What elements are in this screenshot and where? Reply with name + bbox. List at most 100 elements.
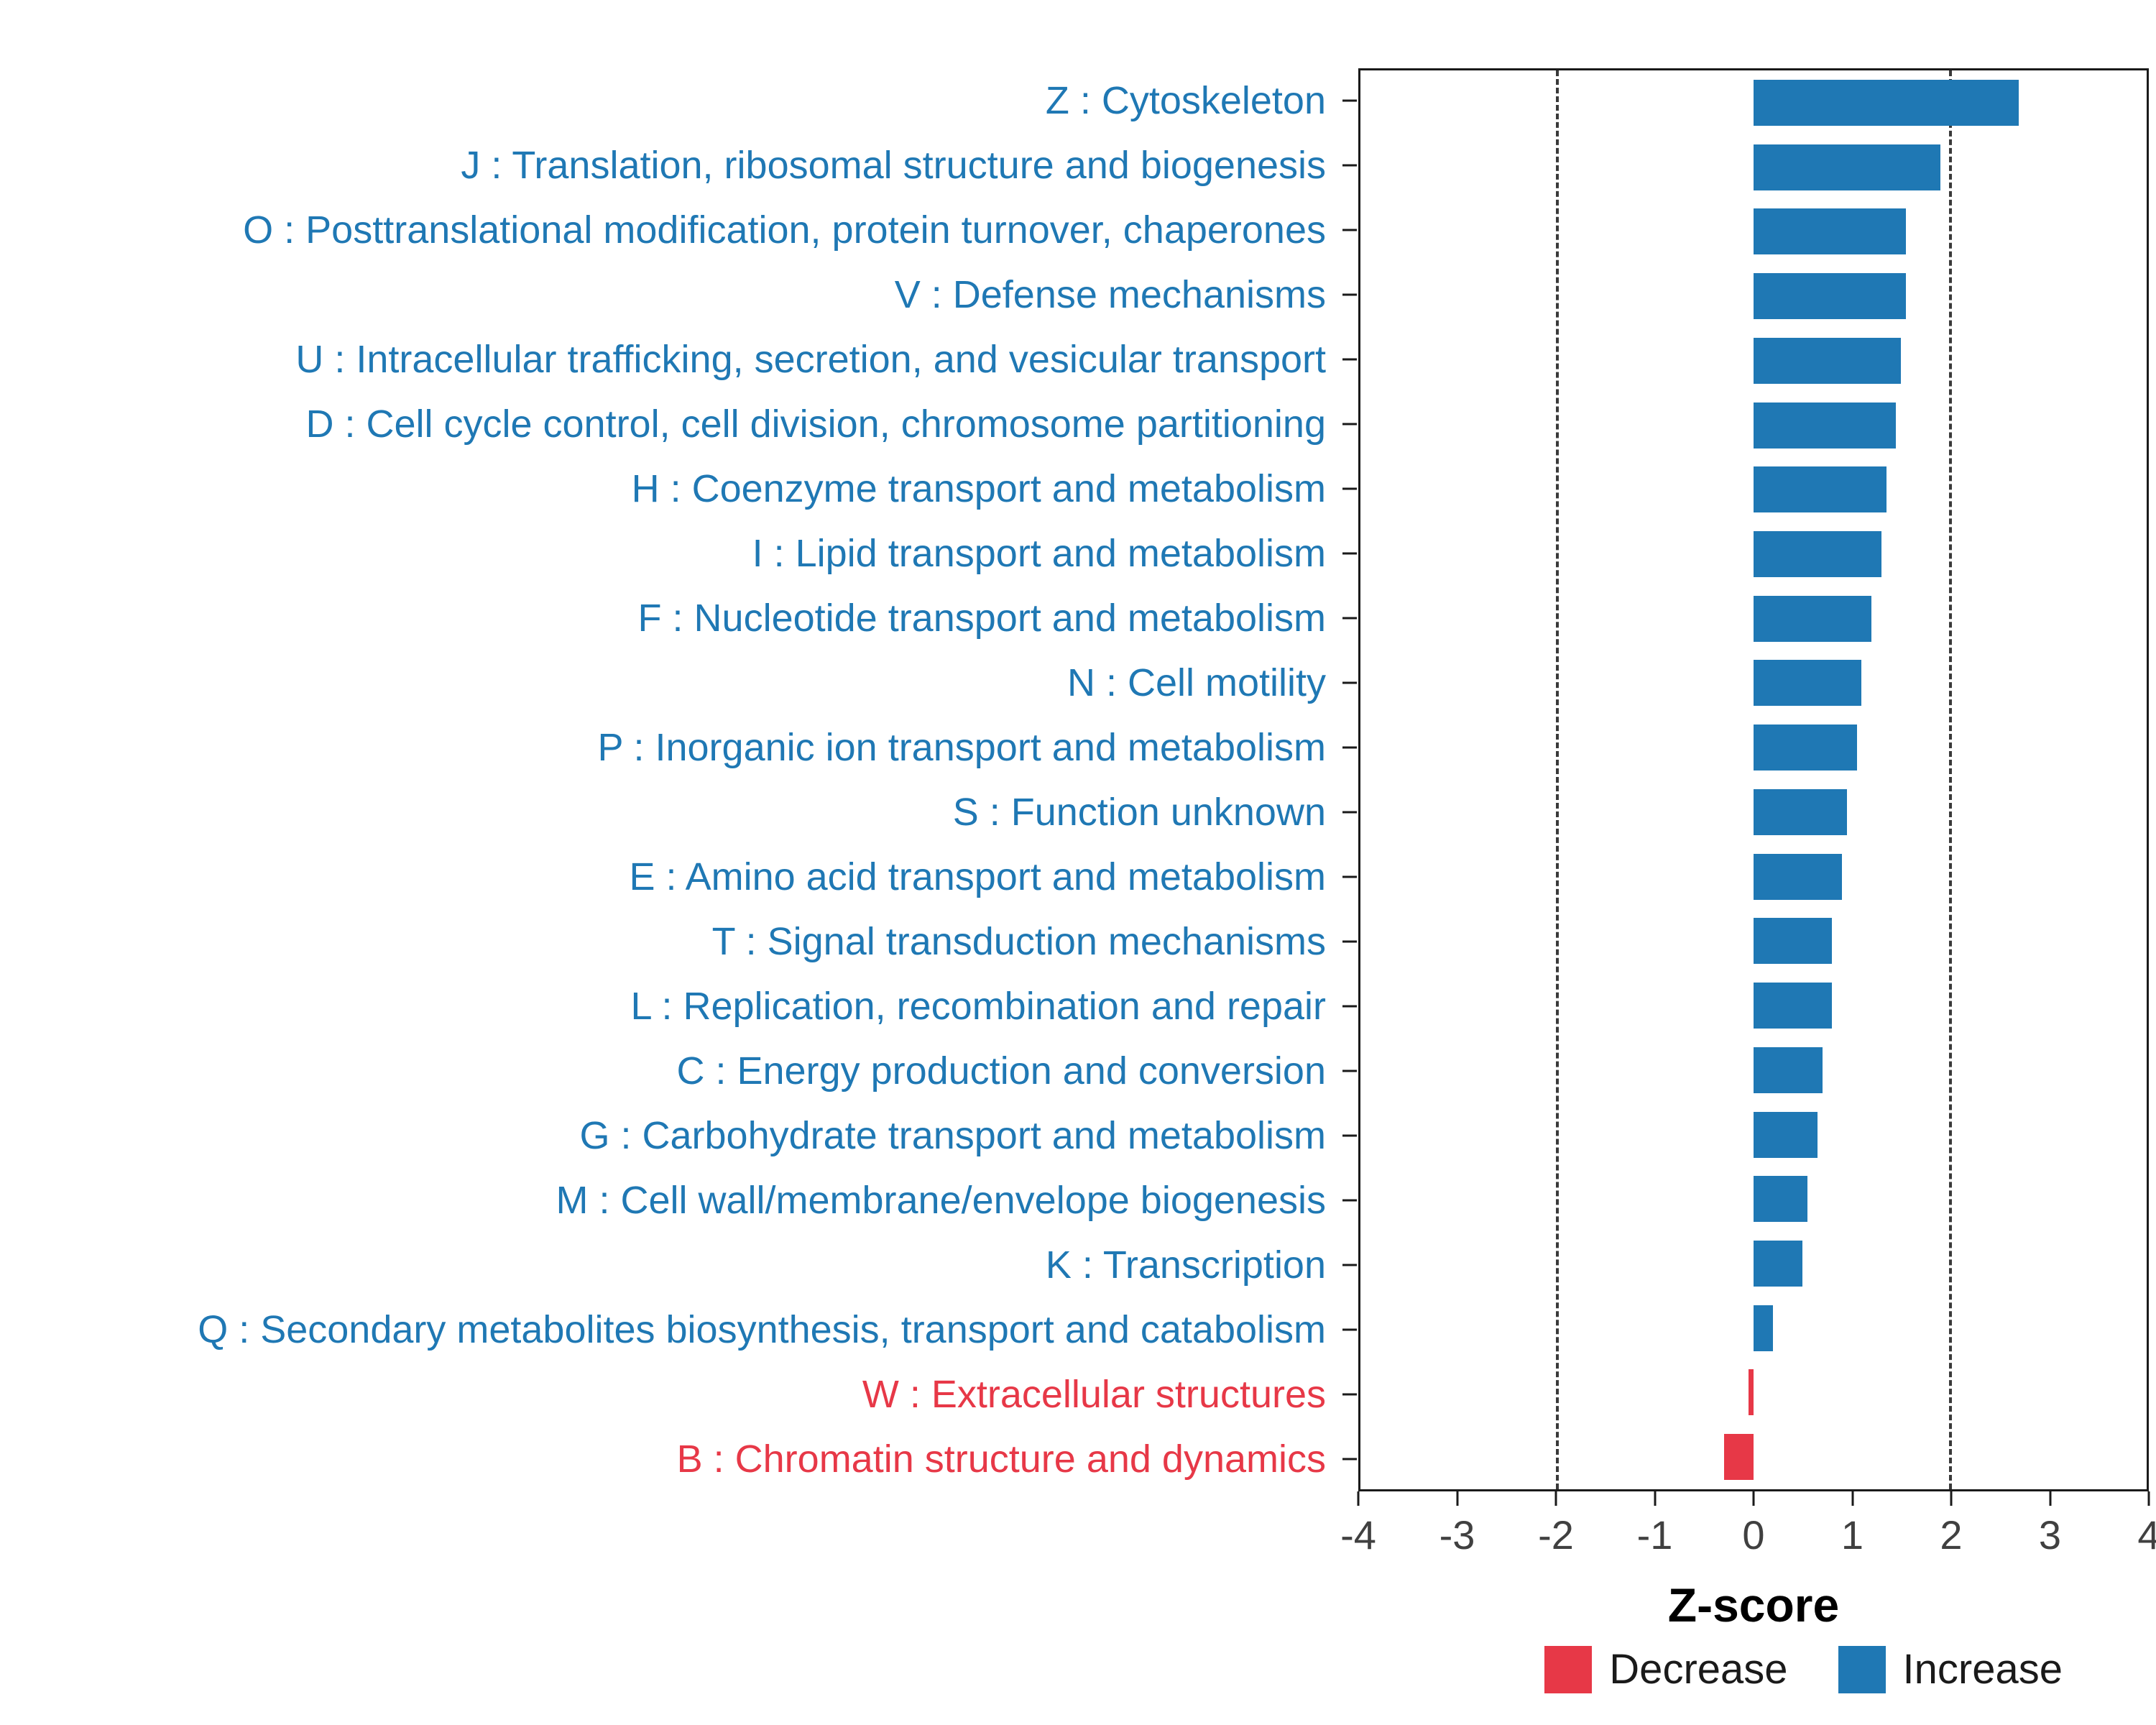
category-tick [1342, 358, 1357, 361]
category-tick [1342, 229, 1357, 231]
x-tick-label: 2 [1940, 1512, 1963, 1558]
category-tick [1342, 164, 1357, 167]
category-label: Q : Secondary metabolites biosynthesis, … [198, 1308, 1326, 1351]
category-label: M : Cell wall/membrane/envelope biogenes… [556, 1179, 1326, 1222]
x-tick [1357, 1491, 1360, 1506]
category-label: D : Cell cycle control, cell division, c… [305, 402, 1326, 446]
x-axis-title: Z-score [1667, 1578, 1840, 1632]
x-tick-label: 4 [2137, 1512, 2156, 1558]
x-axis-tick-labels: -4 -3 -2 -1 0 1 2 3 4 [1340, 1512, 2156, 1565]
bar [1754, 208, 1906, 255]
bar [1749, 1369, 1754, 1416]
bar [1754, 788, 1847, 835]
category-tick [1342, 875, 1357, 878]
category-label: U : Intracellular trafficking, secretion… [295, 338, 1326, 381]
category-tick [1342, 940, 1357, 943]
category-tick [1342, 1134, 1357, 1137]
category-label: F : Nucleotide transport and metabolism [637, 597, 1326, 640]
x-tick [2049, 1491, 2051, 1506]
category-tick [1342, 487, 1357, 490]
bar [1754, 595, 1872, 642]
x-tick-label: 0 [1742, 1512, 1765, 1558]
plot-panel [1358, 68, 2149, 1491]
x-tick-label: -1 [1636, 1512, 1673, 1558]
category-tick [1342, 1070, 1357, 1072]
category-label: I : Lipid transport and metabolism [752, 532, 1326, 575]
x-tick-label: -4 [1340, 1512, 1376, 1558]
x-tick [1654, 1491, 1656, 1506]
bar [1754, 1111, 1818, 1158]
category-label: W : Extracellular structures [862, 1373, 1326, 1416]
category-label: O : Posttranslational modification, prot… [243, 208, 1326, 252]
bar [1754, 1176, 1808, 1223]
x-tick-label: -3 [1439, 1512, 1475, 1558]
category-label: Z : Cytoskeleton [1045, 79, 1326, 122]
bar [1754, 1046, 1823, 1093]
category-label: J : Translation, ribosomal structure and… [461, 144, 1326, 187]
bar [1754, 144, 1940, 190]
category-label: B : Chromatin structure and dynamics [676, 1438, 1326, 1481]
x-tick-label: 3 [2038, 1512, 2062, 1558]
bar [1754, 724, 1857, 771]
category-tick [1342, 811, 1357, 814]
category-tick [1342, 423, 1357, 426]
x-tick-label: -2 [1538, 1512, 1574, 1558]
x-tick [1456, 1491, 1458, 1506]
legend-item-decrease: Decrease [1544, 1646, 1788, 1693]
bar [1723, 1434, 1754, 1481]
category-axis: Z : Cytoskeleton J : Translation, ribosom… [0, 68, 1326, 1491]
category-label: P : Inorganic ion transport and metaboli… [597, 726, 1326, 769]
category-label: V : Defense mechanisms [894, 273, 1326, 316]
bar [1754, 918, 1833, 965]
bar [1754, 530, 1881, 577]
x-tick [2147, 1491, 2150, 1506]
category-tick [1342, 99, 1357, 102]
bar [1754, 660, 1862, 707]
category-label: C : Energy production and conversion [676, 1049, 1326, 1092]
x-tick [1752, 1491, 1755, 1506]
bar [1754, 983, 1833, 1029]
legend: Decrease Increase [1544, 1646, 2063, 1693]
bar [1754, 273, 1906, 320]
category-tick [1342, 552, 1357, 555]
x-axis-tick-marks [1357, 1491, 2150, 1506]
category-label: G : Carbohydrate transport and metabolis… [579, 1114, 1327, 1157]
bar [1754, 337, 1902, 384]
category-label: N : Cell motility [1067, 661, 1326, 704]
category-label: H : Coenzyme transport and metabolism [631, 467, 1326, 510]
category-label: E : Amino acid transport and metabolism [629, 855, 1326, 898]
category-tick [1342, 1005, 1357, 1008]
category-tick [1342, 746, 1357, 749]
category-label: S : Function unknown [952, 791, 1326, 834]
x-tick [1950, 1491, 1953, 1506]
category-label: L : Replication, recombination and repai… [630, 984, 1326, 1028]
bar [1754, 79, 2019, 126]
category-tick [1342, 293, 1357, 296]
legend-label-increase: Increase [1902, 1646, 2063, 1693]
category-tick [1342, 1328, 1357, 1331]
bar [1754, 1240, 1803, 1287]
category-tick [1342, 1264, 1357, 1266]
legend-item-increase: Increase [1838, 1646, 2063, 1693]
bar [1754, 1305, 1774, 1351]
legend-label-decrease: Decrease [1609, 1646, 1788, 1693]
bar [1754, 853, 1843, 900]
bar [1754, 402, 1897, 448]
bar [1754, 466, 1886, 513]
reference-line [1555, 70, 1559, 1489]
category-label: K : Transcription [1045, 1243, 1326, 1287]
x-tick [1851, 1491, 1853, 1506]
category-tick [1342, 617, 1357, 620]
category-tick [1342, 1393, 1357, 1396]
category-tick [1342, 1458, 1357, 1460]
reference-line [1948, 70, 1952, 1489]
category-label: T : Signal transduction mechanisms [711, 920, 1326, 963]
x-tick [1554, 1491, 1557, 1506]
increase-swatch-icon [1838, 1646, 1886, 1693]
category-tick-marks [1342, 68, 1357, 1491]
x-tick-label: 1 [1841, 1512, 1864, 1558]
decrease-swatch-icon [1544, 1646, 1593, 1693]
category-tick [1342, 681, 1357, 684]
category-tick [1342, 1199, 1357, 1202]
